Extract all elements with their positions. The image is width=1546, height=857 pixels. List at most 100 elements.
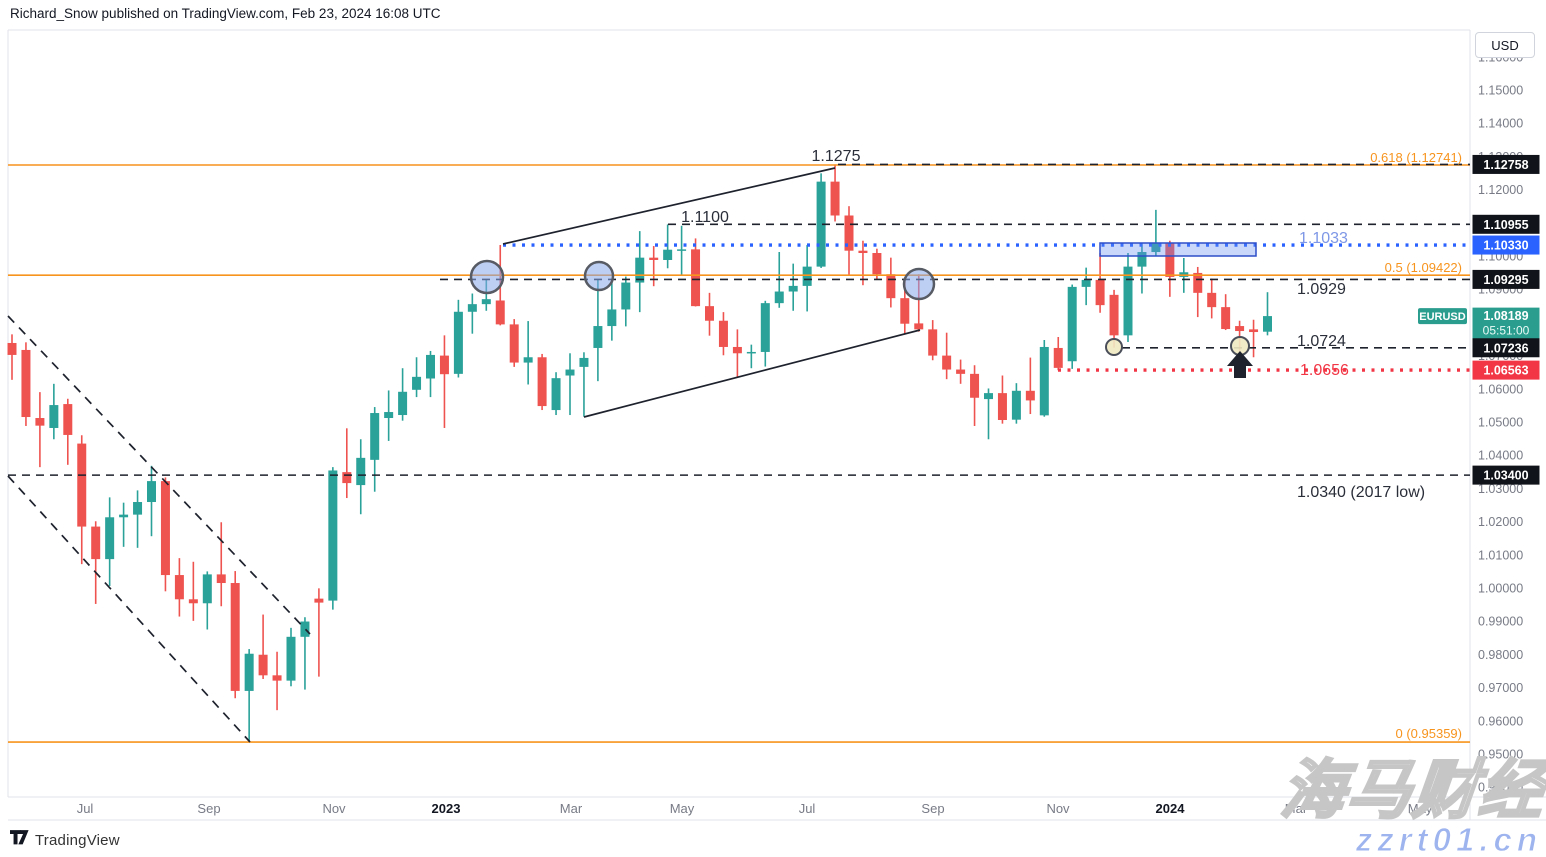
candle-body: [286, 636, 296, 681]
price-annotation: 0.5 (1.09422): [1385, 260, 1462, 275]
time-label[interactable]: Nov: [322, 801, 346, 816]
resistance-zone-rect[interactable]: [1099, 242, 1257, 257]
candle: [1067, 284, 1077, 369]
candle-body: [105, 517, 115, 560]
candle-body: [509, 324, 519, 363]
candle: [314, 588, 324, 677]
candle-body: [886, 274, 896, 299]
candle-body: [1263, 316, 1272, 332]
candle: [607, 280, 617, 341]
candle-body: [49, 405, 59, 428]
candle-body: [663, 249, 673, 260]
candle: [1165, 240, 1175, 297]
candle-body: [984, 393, 993, 400]
up-arrow-icon[interactable]: [1227, 351, 1253, 378]
candle-body: [788, 285, 798, 292]
candle-body: [551, 378, 561, 411]
last-price-text: 1.08189: [1483, 309, 1528, 323]
candle: [35, 392, 45, 468]
wedge-upper[interactable]: [502, 167, 836, 245]
currency-usd-button[interactable]: USD: [1475, 32, 1535, 58]
price-badge-text: 1.10955: [1483, 218, 1528, 232]
shapes: [469, 242, 1257, 378]
candle: [202, 571, 212, 630]
price-badge-text: 1.09295: [1483, 273, 1528, 287]
candle-body: [1123, 266, 1133, 336]
candle: [1039, 339, 1049, 417]
time-label[interactable]: Nov: [1046, 801, 1070, 816]
time-label[interactable]: May: [1408, 801, 1433, 816]
candle-body: [439, 355, 449, 375]
tradingview-logo[interactable]: TradingView: [10, 830, 120, 851]
candle-body: [1039, 346, 1049, 416]
watermark-chinese: 海马财经: [1276, 753, 1546, 828]
price-badge-bg: [1472, 214, 1540, 234]
candles: [7, 164, 1272, 743]
time-label[interactable]: 2023: [432, 801, 461, 816]
candle-body: [844, 215, 854, 251]
candle-body: [1235, 326, 1245, 332]
candle-body: [579, 357, 589, 367]
candle: [119, 502, 129, 547]
wedge-lower[interactable]: [583, 329, 921, 418]
candle-body: [956, 369, 966, 374]
candle-body: [21, 349, 31, 418]
highlight-circle[interactable]: [469, 259, 505, 295]
time-label[interactable]: 2024: [1156, 801, 1186, 816]
candle-body: [160, 481, 170, 576]
candle-body: [495, 300, 505, 325]
candle: [858, 240, 868, 286]
candle: [663, 224, 673, 269]
candle-body: [63, 404, 73, 435]
price-annotation: 1.0724: [1297, 333, 1346, 350]
candle-body: [7, 342, 17, 355]
candle: [1151, 209, 1161, 257]
candle-body: [746, 351, 756, 354]
candle-body: [900, 298, 910, 324]
channel-lower[interactable]: [7, 475, 251, 743]
candle: [1207, 278, 1217, 319]
price-badge-bg: [1472, 360, 1540, 380]
candle-body: [314, 598, 324, 603]
candle-body: [244, 653, 254, 691]
time-label[interactable]: Mar: [1285, 801, 1308, 816]
candle: [147, 465, 156, 537]
candle-body: [760, 303, 770, 352]
candle: [621, 276, 631, 327]
price-tick: 1.14000: [1478, 117, 1523, 131]
time-label[interactable]: May: [670, 801, 695, 816]
yellow-event-marker[interactable]: [1105, 338, 1123, 356]
price-badge-text: 1.07236: [1483, 341, 1528, 355]
price-badge-bg: [1472, 269, 1540, 289]
annotations: 1.1275 1.1100 1.1033 1.0929 1.0724 1.0656 1.03…: [681, 148, 1462, 741]
candle: [732, 329, 742, 378]
candle: [1011, 383, 1021, 424]
candle: [356, 439, 366, 515]
candle-body: [705, 306, 714, 321]
candle: [300, 617, 310, 690]
time-label[interactable]: Sep: [197, 801, 220, 816]
time-label[interactable]: Jul: [799, 801, 816, 816]
time-label[interactable]: Mar: [560, 801, 583, 816]
candle-body: [1109, 294, 1119, 336]
highlight-circle[interactable]: [583, 260, 615, 292]
candle: [830, 164, 840, 222]
candle-body: [1165, 243, 1175, 277]
candle: [77, 435, 87, 565]
candle-body: [467, 304, 477, 312]
highlight-circle[interactable]: [902, 267, 936, 301]
price-tick: 0.98000: [1478, 648, 1523, 662]
price-annotation: 1.1033: [1299, 230, 1348, 247]
candle: [677, 225, 687, 276]
candle: [816, 173, 826, 268]
time-label[interactable]: Jul: [77, 801, 94, 816]
candle: [997, 375, 1007, 424]
candle-body: [230, 583, 240, 691]
candle: [551, 372, 561, 416]
candle-body: [258, 654, 268, 676]
candle: [133, 490, 143, 548]
time-label[interactable]: Sep: [921, 801, 944, 816]
candle-body: [607, 309, 617, 327]
candle-body: [816, 181, 826, 267]
